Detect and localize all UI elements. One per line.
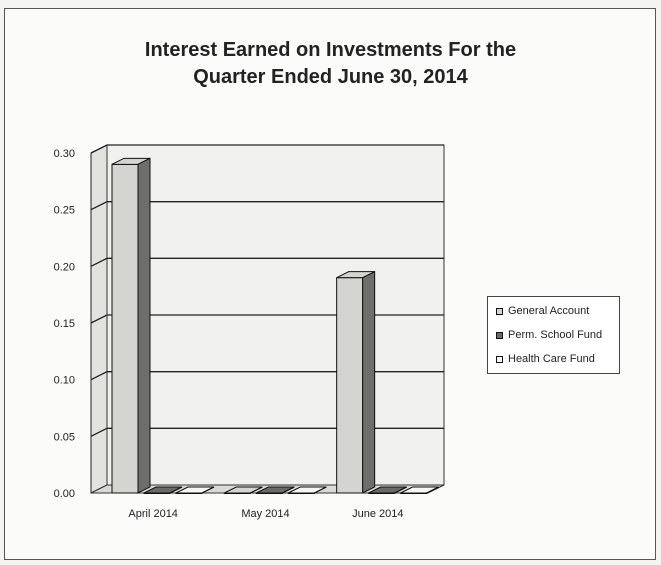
y-tick-label: 0.15 [54, 318, 75, 330]
chart-legend: General Account Perm. School Fund Health… [487, 296, 620, 374]
legend-swatch-perm-school-fund [496, 332, 503, 339]
y-tick-label: 0.00 [54, 488, 75, 500]
bar [287, 486, 327, 494]
x-tick-label: April 2014 [128, 508, 178, 520]
x-tick-label: June 2014 [352, 508, 403, 520]
legend-swatch-health-care-fund [496, 356, 503, 363]
chart-title-line-2: Quarter Ended June 30, 2014 [193, 66, 468, 88]
bar [400, 486, 439, 494]
gridline [90, 144, 444, 154]
legend-swatch-general-account [496, 308, 503, 315]
gridline [90, 314, 444, 324]
y-tick-label: 0.05 [54, 431, 75, 443]
y-tick-label: 0.25 [54, 205, 75, 217]
gridline [90, 257, 444, 267]
gridline [90, 371, 444, 381]
bar [336, 270, 376, 494]
bar [368, 486, 407, 494]
bar [175, 486, 215, 494]
y-tick-label: 0.10 [54, 375, 75, 387]
bar [111, 157, 151, 494]
legend-label-health-care-fund: Health Care Fund [508, 353, 595, 365]
y-tick-label: 0.30 [54, 148, 75, 160]
bar [143, 486, 183, 494]
legend-label-general-account: General Account [508, 305, 590, 317]
x-tick-label: May 2014 [241, 508, 289, 520]
bar [255, 486, 295, 494]
bar [223, 486, 263, 494]
y-tick-label: 0.20 [54, 261, 75, 273]
gridline [90, 201, 444, 211]
chart-title-line-1: Interest Earned on Investments For the [144, 39, 517, 61]
gridline [90, 427, 444, 437]
legend-label-perm-school-fund: Perm. School Fund [508, 329, 603, 341]
